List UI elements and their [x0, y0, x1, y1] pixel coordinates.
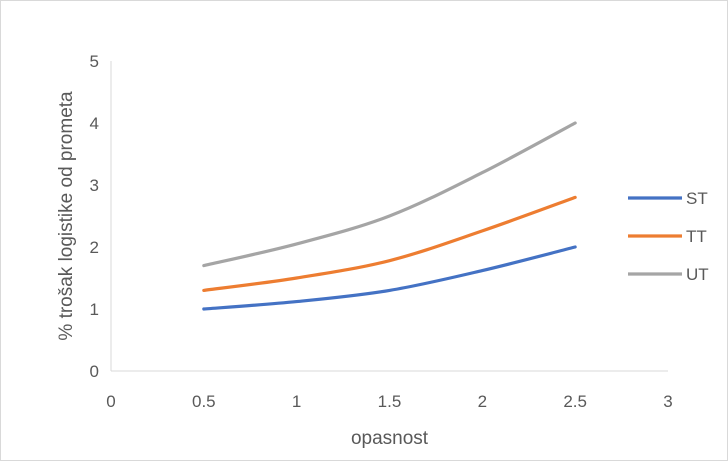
x-axis-title: opasnost: [351, 428, 429, 449]
y-tick-label: 1: [90, 300, 99, 319]
x-tick-label: 0: [106, 392, 115, 411]
series-lines: [202, 121, 577, 311]
x-tick-labels: 0 0.5 1 1.5 2 2.5 3: [106, 392, 672, 411]
y-tick-label: 2: [90, 238, 99, 257]
legend-label-st: ST: [686, 189, 708, 208]
y-tick-labels: 0 1 2 3 4 5: [90, 52, 99, 381]
legend-label-ut: UT: [686, 265, 709, 284]
legend: ST TT UT: [628, 189, 709, 284]
legend-label-tt: TT: [686, 227, 707, 246]
x-tick-label: 0.5: [192, 392, 216, 411]
y-tick-label: 5: [90, 52, 99, 71]
y-axis-title: % trošak logistike od prometa: [56, 91, 77, 341]
y-tick-label: 0: [90, 362, 99, 381]
x-tick-label: 3: [663, 392, 672, 411]
y-tick-label: 4: [90, 114, 99, 133]
x-tick-label: 1.5: [378, 392, 402, 411]
series-line-st: [202, 245, 577, 311]
x-tick-label: 2.5: [563, 392, 587, 411]
x-tick-label: 1: [292, 392, 301, 411]
series-line-tt: [202, 195, 577, 292]
x-tick-label: 2: [478, 392, 487, 411]
series-line-ut: [202, 121, 577, 268]
y-tick-label: 3: [90, 176, 99, 195]
axes: [110, 61, 668, 372]
